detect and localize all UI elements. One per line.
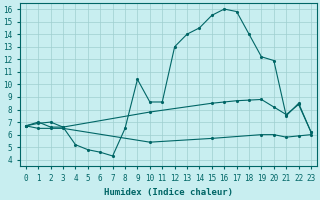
X-axis label: Humidex (Indice chaleur): Humidex (Indice chaleur) [104, 188, 233, 197]
